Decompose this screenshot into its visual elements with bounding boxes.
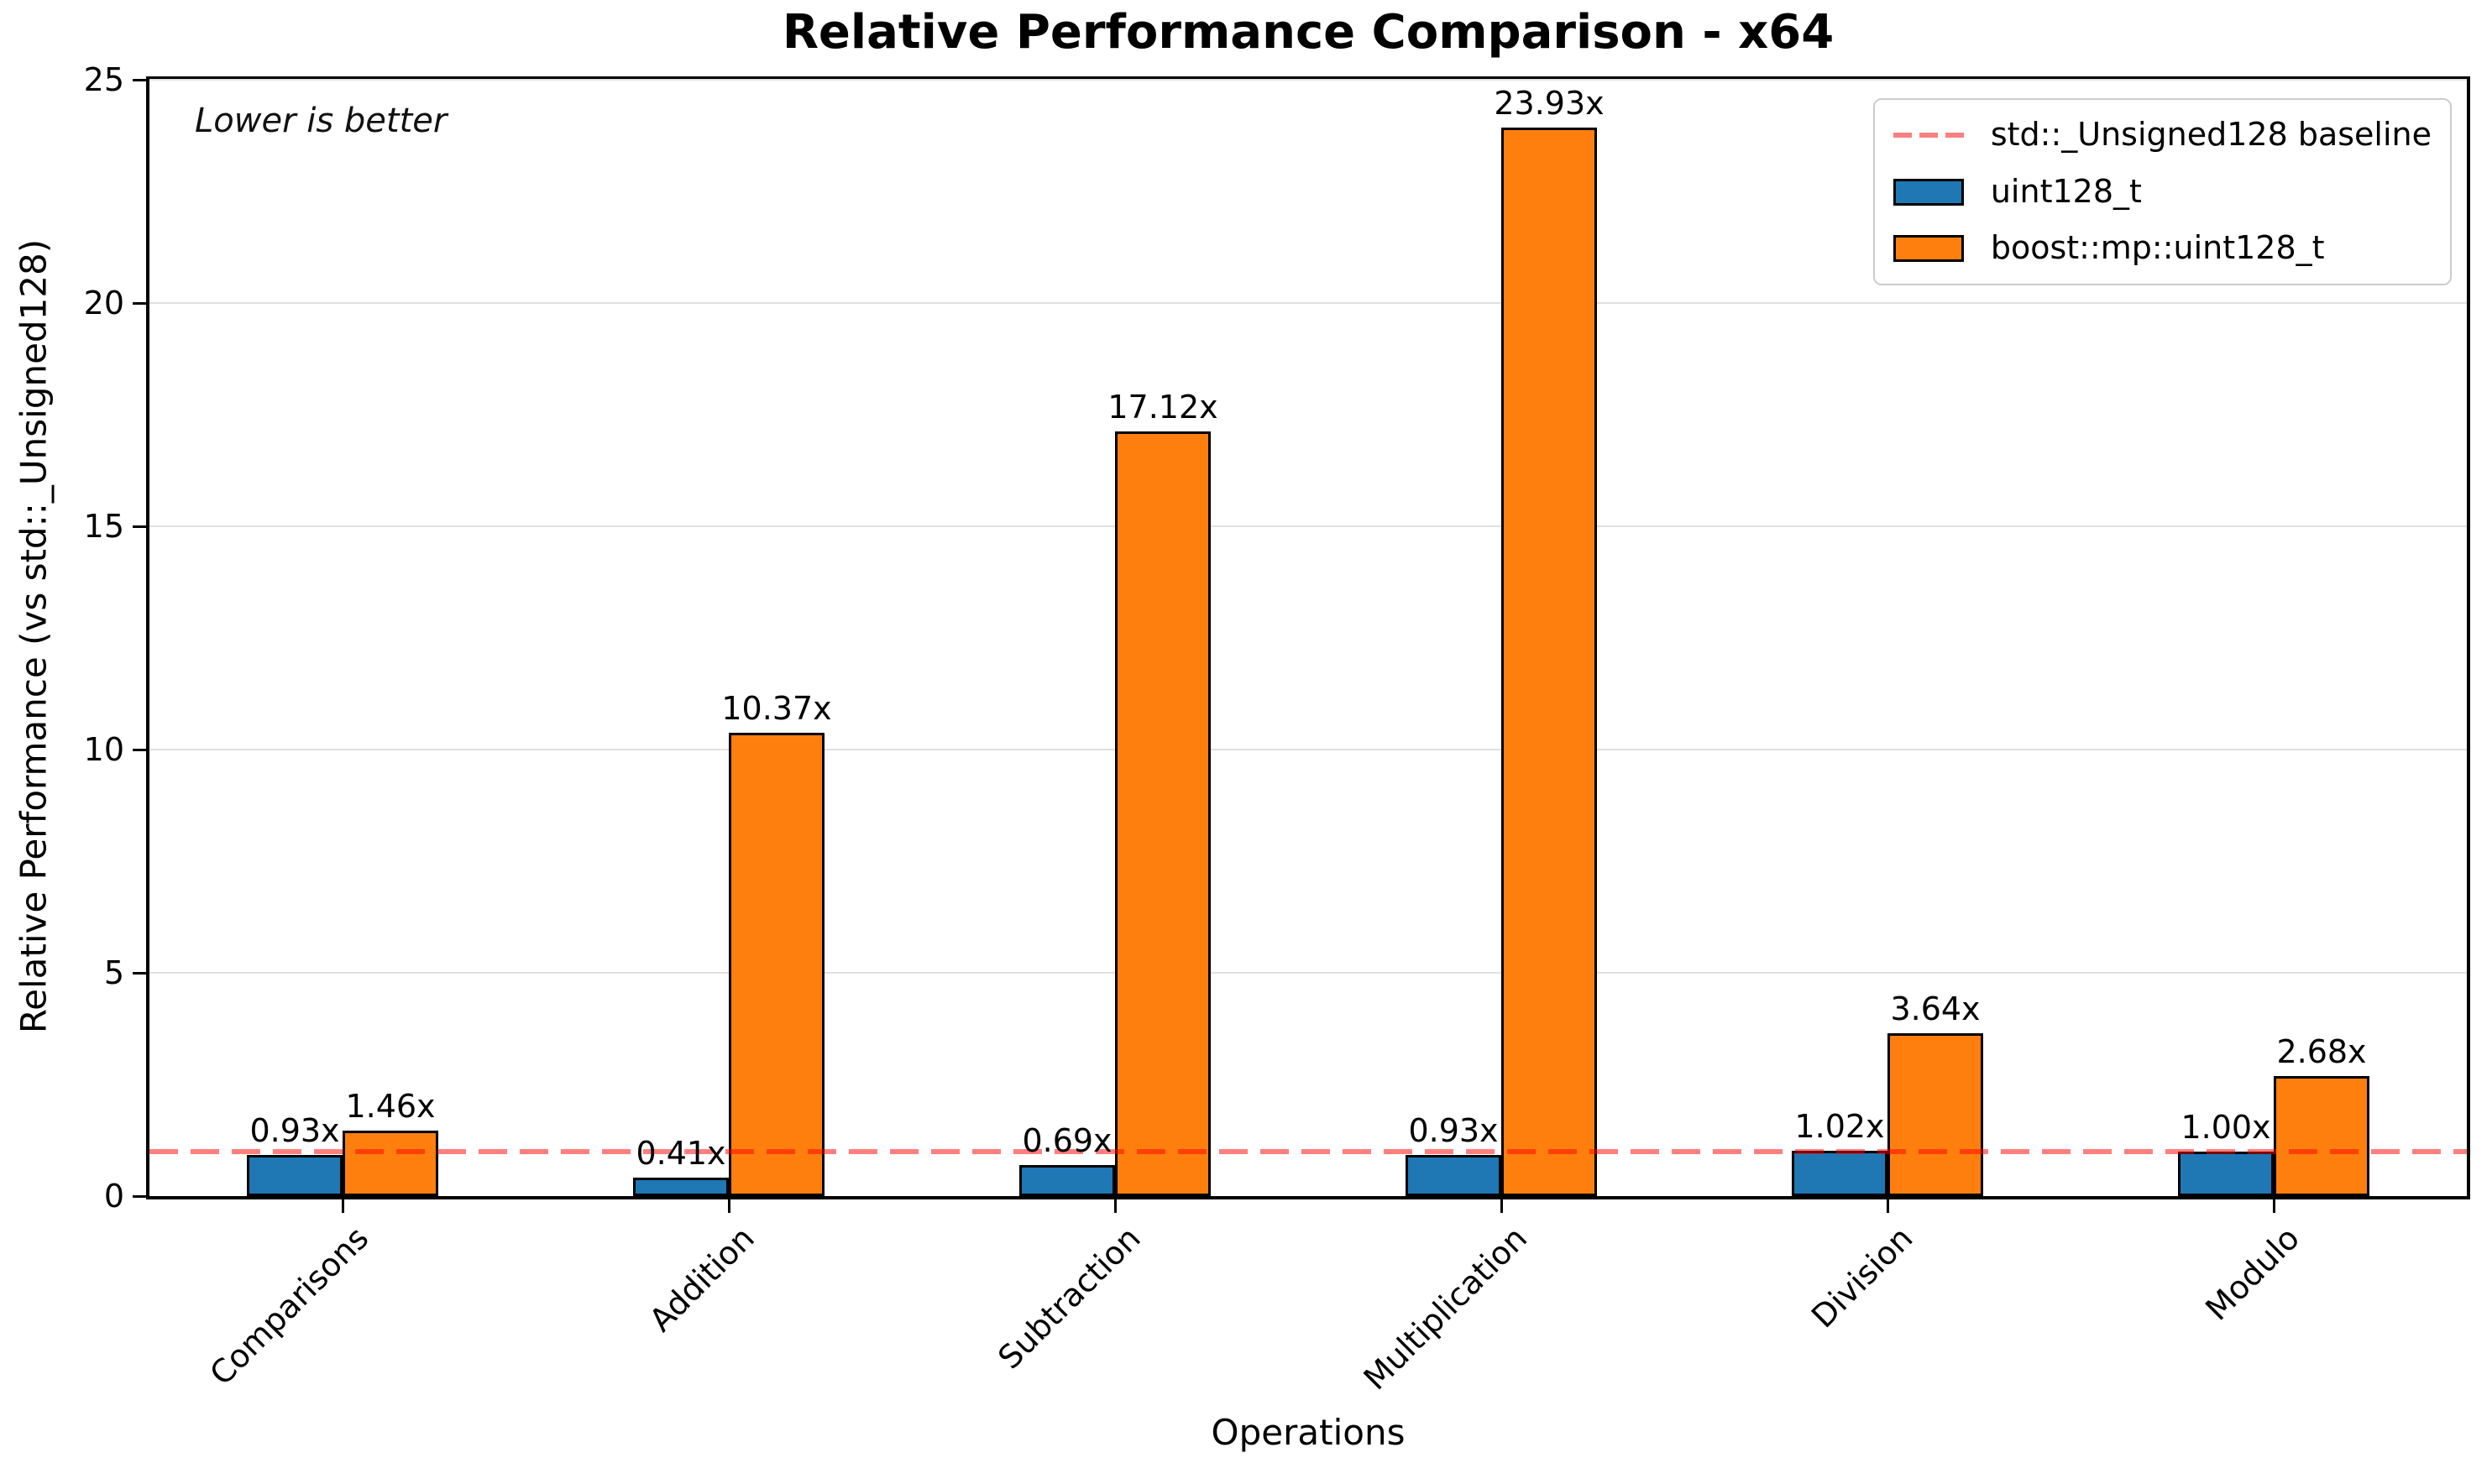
gridline	[149, 79, 2467, 81]
bar-uint128-t-addition	[633, 1178, 729, 1196]
bar-value-label: 0.93x	[1408, 1112, 1499, 1149]
x-tick-mark	[1113, 1199, 1117, 1213]
x-tick-label-addition: Addition	[641, 1219, 762, 1339]
y-tick-mark	[133, 1194, 149, 1198]
bar-value-label: 17.12x	[1107, 389, 1218, 426]
y-tick-mark	[133, 971, 149, 975]
legend-item-uint128: uint128_t	[1893, 172, 2432, 211]
x-tick-mark	[1886, 1199, 1889, 1213]
x-tick-label-comparisons: Comparisons	[202, 1219, 375, 1393]
legend-uint128-label: uint128_t	[1990, 172, 2142, 210]
bar-value-label: 10.37x	[721, 690, 832, 727]
chart-title: Relative Performance Comparison - x64	[782, 5, 1835, 60]
bar-boost-mp-uint128-t-addition	[729, 733, 825, 1196]
y-tick-mark	[133, 301, 149, 305]
legend-baseline-label: std::_Unsigned128 baseline	[1990, 116, 2432, 153]
x-tick-mark	[2272, 1199, 2275, 1213]
x-tick-label-division: Division	[1804, 1219, 1920, 1335]
bar-uint128-t-multiplication	[1406, 1155, 1501, 1196]
y-tick-mark	[133, 748, 149, 751]
y-tick-label: 15	[83, 508, 124, 545]
legend-item-baseline: std::_Unsigned128 baseline	[1893, 116, 2432, 154]
bar-boost-mp-uint128-t-subtraction	[1115, 431, 1211, 1196]
y-tick-label: 25	[83, 61, 124, 98]
y-tick-label: 0	[103, 1178, 124, 1215]
bar-value-label: 3.64x	[1890, 990, 1981, 1027]
bar-boost-mp-uint128-t-multiplication	[1501, 128, 1597, 1196]
bar-uint128-t-modulo	[2178, 1152, 2274, 1196]
x-tick-label-modulo: Modulo	[2198, 1219, 2306, 1328]
bar-uint128-t-division	[1792, 1151, 1887, 1196]
legend: std::_Unsigned128 baseline uint128_t boo…	[1872, 98, 2452, 286]
legend-item-boost: boost::mp::uint128_t	[1893, 230, 2432, 267]
bar-value-label: 0.93x	[249, 1112, 340, 1149]
bar-boost-mp-uint128-t-modulo	[2274, 1076, 2369, 1196]
x-tick-label-subtraction: Subtraction	[991, 1219, 1148, 1377]
y-tick-label: 20	[83, 285, 124, 321]
bar-value-label: 1.00x	[2180, 1109, 2271, 1146]
x-tick-mark	[1500, 1199, 1503, 1213]
legend-baseline-dash-swatch	[1893, 132, 1964, 138]
legend-uint128-swatch	[1893, 178, 1964, 206]
bar-value-label: 0.41x	[636, 1135, 726, 1172]
bar-value-label: 2.68x	[2276, 1033, 2367, 1070]
plot-area: Lower is better std::_Unsigned128 baseli…	[146, 76, 2470, 1199]
baseline-line	[149, 1148, 2467, 1154]
gridline	[149, 302, 2467, 304]
y-tick-mark	[133, 78, 149, 81]
bar-boost-mp-uint128-t-comparisons	[343, 1131, 438, 1196]
bar-uint128-t-comparisons	[247, 1155, 343, 1196]
gridline	[149, 972, 2467, 974]
bar-uint128-t-subtraction	[1019, 1165, 1115, 1196]
bar-value-label: 1.02x	[1794, 1108, 1885, 1145]
bar-value-label: 1.46x	[345, 1088, 436, 1125]
y-tick-mark	[133, 525, 149, 528]
bar-value-label: 23.93x	[1494, 85, 1605, 122]
legend-boost-label: boost::mp::uint128_t	[1990, 229, 2325, 267]
y-axis-label: Relative Performance (vs std::_Unsigned1…	[13, 238, 55, 1034]
bar-boost-mp-uint128-t-division	[1887, 1033, 1983, 1196]
x-tick-mark	[727, 1199, 730, 1213]
x-tick-mark	[341, 1199, 344, 1213]
legend-boost-swatch	[1893, 235, 1964, 263]
x-axis-label: Operations	[1211, 1412, 1406, 1453]
bar-value-label: 0.69x	[1022, 1122, 1112, 1159]
y-tick-label: 5	[103, 954, 124, 991]
x-tick-label-multiplication: Multiplication	[1356, 1219, 1534, 1398]
gridline	[149, 525, 2467, 527]
y-tick-label: 10	[83, 731, 124, 768]
annotation-lower-is-better: Lower is better	[195, 102, 448, 140]
gridline	[149, 749, 2467, 750]
